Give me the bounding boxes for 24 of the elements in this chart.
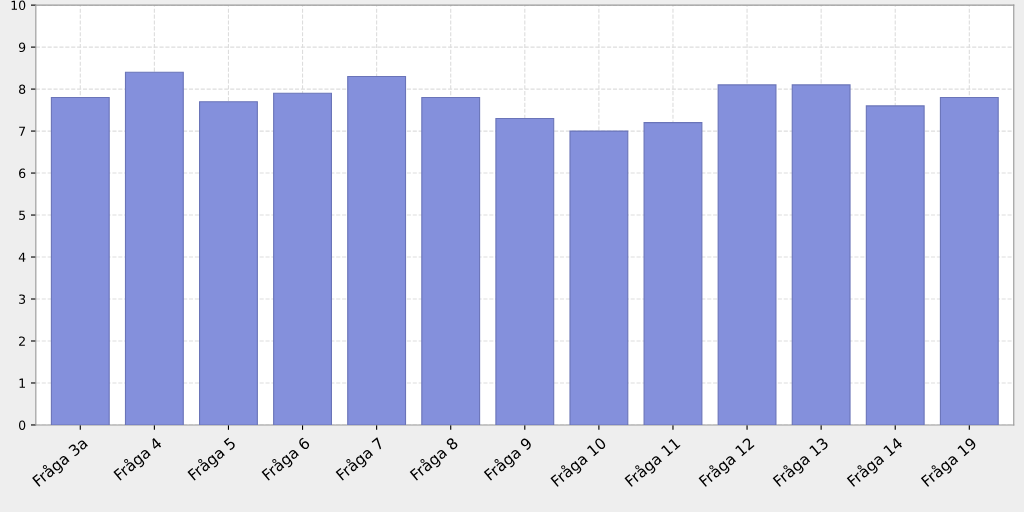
y-tick-label: 4 (18, 252, 26, 262)
bar (495, 117, 555, 425)
bar (124, 71, 184, 425)
y-tick-label: 5 (19, 210, 26, 220)
bar (50, 96, 110, 425)
y-tick-label: 10 (11, 0, 26, 11)
bar (717, 84, 777, 425)
y-tick-label: 7 (19, 126, 26, 136)
bar (939, 96, 999, 425)
bar (569, 130, 629, 425)
bar (199, 101, 258, 425)
bar (865, 105, 925, 425)
y-tick-label: 2 (19, 336, 25, 346)
bar (791, 84, 851, 425)
bar (347, 75, 407, 425)
y-tick-label: 0 (18, 420, 26, 430)
y-tick-label: 8 (19, 84, 26, 95)
y-tick-label: 1 (19, 378, 25, 388)
bar (643, 122, 703, 425)
bar (273, 92, 332, 425)
y-tick-label: 9 (18, 42, 26, 53)
y-tick-label: 3 (19, 294, 26, 304)
bar (421, 96, 481, 425)
y-tick-label: 6 (19, 168, 26, 178)
